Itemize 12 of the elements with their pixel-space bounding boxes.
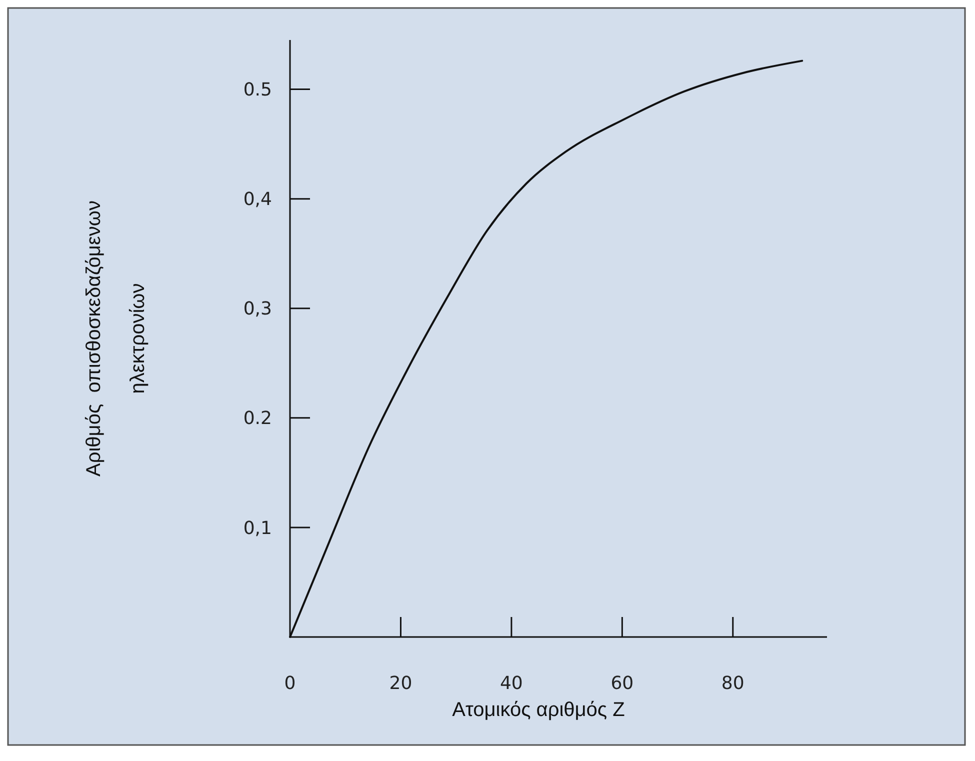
x-tick-label: 60 [610,673,634,694]
y-tick-label: 0,4 [243,189,272,210]
y-tick-label: 0.2 [243,408,272,430]
x-tick-label: 40 [500,673,523,694]
y-tick-label: 0.5 [243,80,272,101]
x-tick-label: 80 [721,673,744,694]
y-axis-title: Αριθμός οπισθοσκεδαζόμενων ηλεκτρονίων [83,200,149,476]
x-axis-title: Ατομικός αριθμός Z [452,699,625,721]
y-tick-label: 0,3 [243,298,272,320]
x-tick-label: 0 [284,673,296,694]
y-tick-label: 0,1 [243,518,272,539]
x-tick-label: 20 [389,673,412,694]
